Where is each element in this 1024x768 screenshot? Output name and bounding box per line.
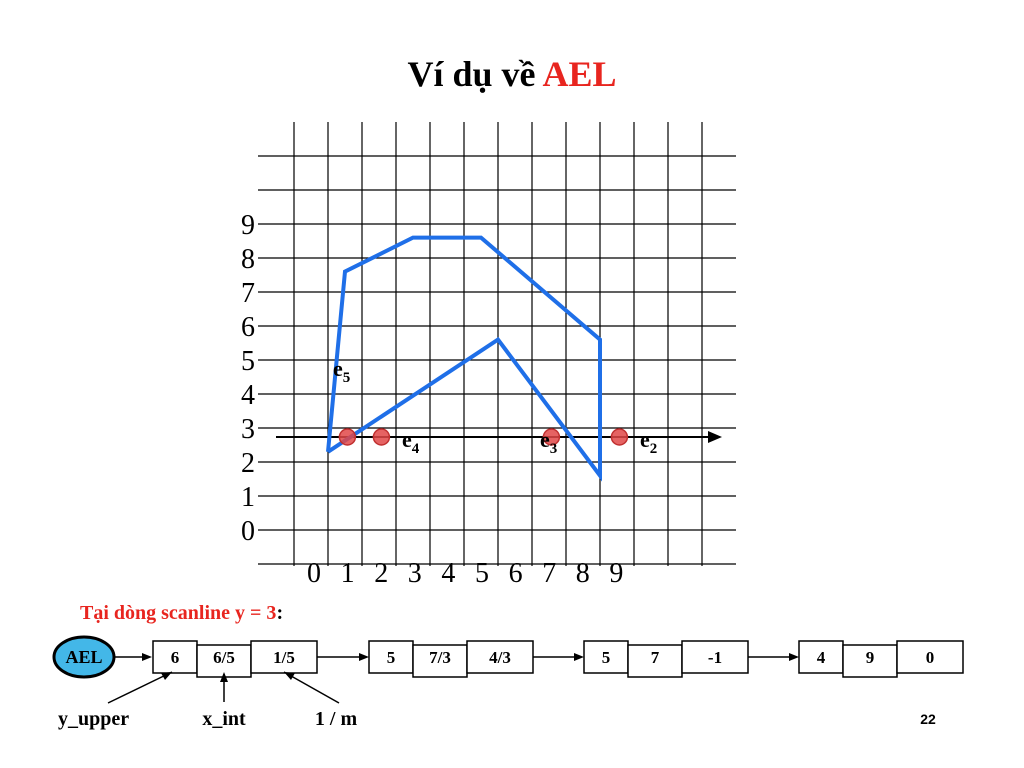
- slide-title: Ví dụ về AEL: [407, 54, 616, 94]
- ael-cell: [681, 640, 749, 674]
- intersection-point: [338, 428, 357, 446]
- edge-label-e2: e2: [640, 427, 657, 457]
- ael-cell-value: 9: [866, 648, 875, 667]
- pointer-y-upper: [107, 671, 173, 704]
- x-tick-label: 9: [609, 558, 623, 589]
- intersection-point: [542, 428, 561, 446]
- y-tick-label: 2: [241, 448, 255, 479]
- ael-cell-value: -1: [708, 648, 722, 667]
- ael-cell: [250, 640, 318, 674]
- field-label-x-int: x_int: [202, 708, 246, 730]
- ael-cell-value: 4/3: [489, 648, 511, 667]
- list-link-head: [359, 653, 369, 661]
- pointer-slope: [283, 671, 340, 704]
- pointer-x-int-head: [220, 672, 228, 682]
- x-tick-label: 8: [576, 558, 590, 589]
- edge-label-e5: e5: [333, 356, 350, 386]
- pointer-y-upper-head: [161, 672, 172, 680]
- y-tick-label: 3: [241, 414, 255, 445]
- field-pointers: [107, 671, 340, 704]
- intersection-points: [338, 428, 629, 446]
- page-number: 22: [920, 711, 936, 727]
- field-label-y-upper: y_upper: [58, 708, 129, 730]
- ael-cell-value: 6: [171, 648, 180, 667]
- y-tick-label: 5: [241, 346, 255, 377]
- pixel-grid: [258, 122, 736, 566]
- x-tick-label: 0: [307, 558, 321, 589]
- ael-cell-value: 6/5: [213, 648, 235, 667]
- list-link-head: [789, 653, 799, 661]
- y-tick-label: 4: [241, 380, 255, 411]
- ael-cell-value: 7: [651, 648, 660, 667]
- scanline-caption: Tại dòng scanline y = 3:: [80, 602, 283, 624]
- ael-head-label: AEL: [65, 647, 102, 667]
- intersection-point: [610, 428, 629, 446]
- active-edge-list: AEL: [52, 635, 116, 679]
- ael-cell-value: 7/3: [429, 648, 451, 667]
- y-tick-label: 1: [241, 482, 255, 513]
- ael-cell-value: 4: [817, 648, 826, 667]
- field-label-slope: 1 / m: [315, 708, 358, 730]
- x-tick-label: 7: [542, 558, 556, 589]
- y-tick-label: 9: [241, 210, 255, 241]
- ael-cell: [152, 640, 198, 674]
- ael-cell-value: 0: [926, 648, 935, 667]
- ael-cell: [196, 644, 252, 678]
- ael-cell: [627, 644, 683, 678]
- y-tick-label: 6: [241, 312, 255, 343]
- polygon-outline: [326, 235, 602, 482]
- edge-label-e3: e3: [540, 427, 557, 457]
- x-tick-label: 4: [441, 558, 455, 589]
- x-tick-label: 5: [475, 558, 489, 589]
- x-tick-label: 1: [341, 558, 355, 589]
- title-prefix: Ví dụ về: [407, 54, 542, 94]
- scanline-arrowhead: [708, 431, 722, 443]
- title-highlight: AEL: [543, 54, 617, 94]
- ael-cell: [896, 640, 964, 674]
- list-link-head: [142, 653, 152, 661]
- ael-cell-value: 5: [602, 648, 611, 667]
- x-tick-label: 6: [509, 558, 523, 589]
- x-tick-label: 3: [408, 558, 422, 589]
- ael-nodes: 6 6/5 1/5 5 7/3 4/3 5 7 -1 4 9 0: [114, 640, 964, 678]
- pointer-slope-head: [284, 672, 295, 680]
- intersection-point: [372, 428, 391, 446]
- ael-cell-value: 1/5: [273, 648, 295, 667]
- x-tick-label: 2: [374, 558, 388, 589]
- list-link-head: [574, 653, 584, 661]
- y-tick-label: 0: [241, 516, 255, 547]
- y-tick-label: 8: [241, 244, 255, 275]
- ael-cell-value: 5: [387, 648, 396, 667]
- edge-label-e4: e4: [402, 427, 420, 457]
- y-tick-label: 7: [241, 278, 255, 309]
